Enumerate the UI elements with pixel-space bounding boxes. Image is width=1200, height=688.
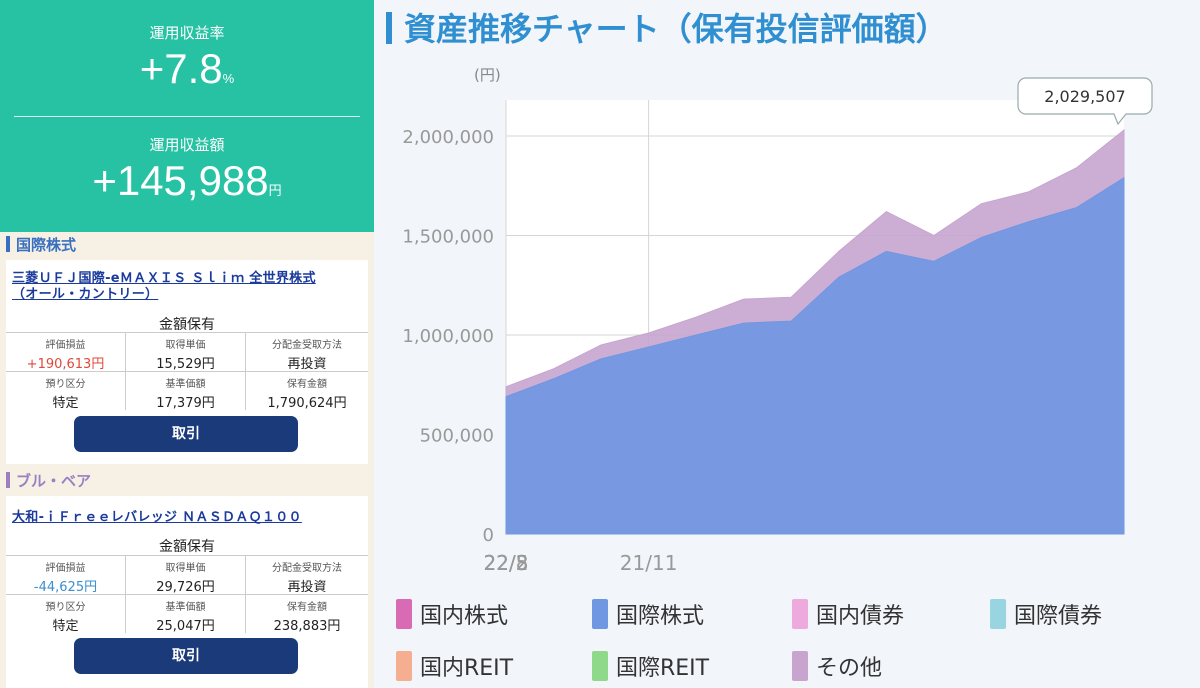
summary-divider [14, 116, 360, 117]
return-amount-unit: 円 [268, 183, 282, 198]
y-tick-label: 0 [483, 525, 494, 546]
legend-swatch [792, 599, 808, 629]
fund-panel: 運用収益率 +7.8% 運用収益額 +145,988円 国際株式 三菱ＵＦＪ国際… [0, 0, 374, 688]
legend-item[interactable]: 国際株式 [592, 598, 704, 630]
legend-label: 国際株式 [616, 604, 705, 629]
category-title: ブル・ベア [16, 472, 92, 490]
legend-label: 国内債券 [816, 604, 905, 629]
legend-label: 国際債券 [1014, 604, 1103, 629]
y-tick-label: 500,000 [420, 426, 494, 447]
x-tick-label: 22/8 [484, 551, 529, 575]
fund-name-link[interactable]: 大和-ｉＦｒｅｅレバレッジ ＮＡＳＤＡＱ１００ [12, 510, 302, 525]
asset-chart-panel: 資産推移チャート（保有投信評価額） 0 500,000 1,000,000 1,500… [374, 0, 1200, 688]
acquisition-price-cell: 取得単価 15,529円 [126, 333, 246, 372]
acquisition-price-cell: 取得単価 29,726円 [126, 556, 246, 595]
legend-swatch [792, 651, 808, 681]
legend-swatch [396, 651, 412, 681]
unrealized-pl-cell: 評価損益 +190,613円 [6, 333, 126, 372]
y-tick-label: 2,000,000 [402, 127, 494, 148]
holding-type: 金額保有 [159, 317, 215, 333]
asset-area-chart: 0 500,000 1,000,000 1,500,000 2,000,000 21/11… [402, 66, 1153, 575]
return-rate-label: 運用収益率 [149, 24, 225, 42]
x-tick-label: 22/5 [484, 551, 529, 575]
holding-amount-cell: 保有金額 1,790,624円 [267, 379, 347, 411]
category-marker [6, 472, 10, 488]
return-amount-value: +145,988円 [92, 157, 282, 204]
value-tooltip: 2,029,507 [1017, 77, 1153, 126]
fund-card: 三菱ＵＦＪ国際-eＭＡＸＩＳ Ｓｌｉｍ 全世界株式 （オール・カントリー） 金額… [6, 260, 368, 464]
category-marker [6, 236, 10, 252]
area-intl-stocks [505, 176, 1125, 535]
legend-swatch [592, 599, 608, 629]
return-rate-unit: % [222, 71, 235, 86]
legend-swatch [396, 599, 412, 629]
area-series [505, 128, 1125, 535]
legend-item[interactable]: 国際REIT [592, 650, 709, 682]
category-header-bull-bear: ブル・ベア [0, 468, 374, 494]
nav-price-cell: 基準価額 25,047円 [126, 595, 246, 634]
fund-card: 大和-ｉＦｒｅｅレバレッジ ＮＡＳＤＡＱ１００ 金額保有 評価損益 -44,625… [6, 496, 368, 688]
legend-item[interactable]: 国内REIT [396, 650, 513, 682]
fund-name-link[interactable]: 三菱ＵＦＪ国際-eＭＡＸＩＳ Ｓｌｉｍ 全世界株式 （オール・カントリー） [12, 271, 316, 302]
account-type-cell: 預り区分 特定 [6, 595, 126, 634]
legend-item[interactable]: 国内株式 [396, 598, 508, 630]
legend-label: その他 [816, 656, 883, 681]
unrealized-pl-cell: 評価損益 -44,625円 [6, 556, 126, 595]
return-rate-value: +7.8% [139, 45, 235, 92]
title-marker [386, 12, 392, 44]
y-tick-label: 1,500,000 [402, 227, 494, 248]
holding-type: 金額保有 [159, 539, 215, 555]
legend-item[interactable]: その他 [792, 650, 882, 682]
legend-label: 国際REIT [616, 656, 710, 681]
y-tick-label: 1,000,000 [402, 326, 494, 347]
legend-swatch [990, 599, 1006, 629]
distribution-method-cell: 分配金受取方法 再投資 [272, 340, 342, 372]
trade-button[interactable]: 取引 [74, 638, 298, 674]
fund-detail-grid: 評価損益 -44,625円 取得単価 29,726円 分配金受取方法 再投資 預り区分… [6, 555, 368, 634]
grid-divider [6, 371, 368, 372]
nav-price-cell: 基準価額 17,379円 [126, 372, 246, 411]
category-title: 国際株式 [16, 236, 77, 254]
holding-amount-cell: 保有金額 238,883円 [273, 602, 341, 634]
tooltip-value: 2,029,507 [1044, 87, 1125, 106]
legend-label: 国内株式 [420, 604, 509, 629]
grid-divider [6, 594, 368, 595]
distribution-method-cell: 分配金受取方法 再投資 [272, 563, 342, 595]
legend-item[interactable]: 国内債券 [792, 598, 904, 630]
summary-box: 運用収益率 +7.8% 運用収益額 +145,988円 [0, 0, 374, 232]
x-tick-label: 22/2 [484, 551, 529, 575]
legend-label: 国内REIT [420, 656, 514, 681]
x-tick-label: 21/11 [620, 551, 678, 575]
legend-swatch [592, 651, 608, 681]
axes: 0 500,000 1,000,000 1,500,000 2,000,000 21/11… [402, 127, 677, 575]
account-type-cell: 預り区分 特定 [6, 372, 126, 411]
y-unit-label: (円) [474, 66, 501, 84]
trade-button[interactable]: 取引 [74, 416, 298, 452]
category-header-intl-stocks: 国際株式 [0, 232, 374, 258]
return-amount-label: 運用収益額 [149, 136, 225, 154]
fund-detail-grid: 評価損益 +190,613円 取得単価 15,529円 分配金受取方法 再投資 預り区… [6, 332, 368, 411]
legend-item[interactable]: 国際債券 [990, 598, 1102, 630]
chart-title: 資産推移チャート（保有投信評価額） [386, 4, 948, 50]
